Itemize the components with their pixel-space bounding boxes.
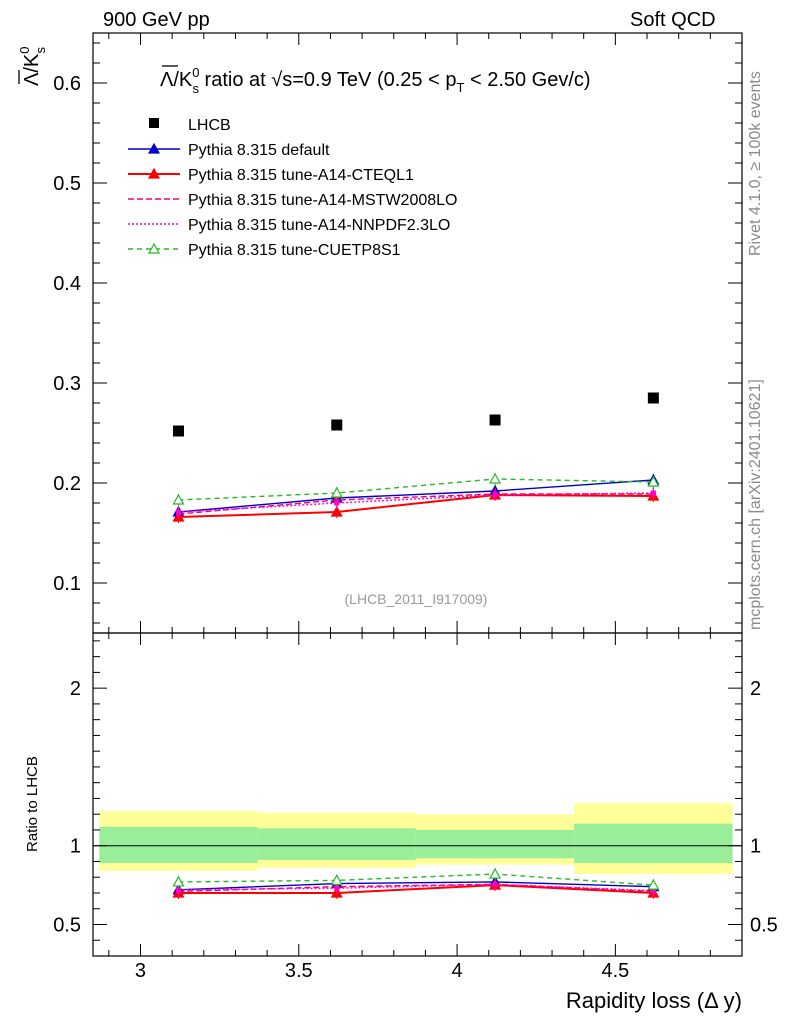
legend-marker-data: [149, 118, 159, 128]
data-points: [172, 392, 659, 437]
y-tick-label-4: 0.5: [53, 173, 81, 195]
legend-marker-0: [147, 142, 161, 154]
ratio-tick-label-right-1: 1: [750, 836, 761, 858]
band-inner-3: [574, 823, 733, 864]
data-point-2: [489, 414, 501, 426]
series-line-3: [178, 492, 654, 513]
ratio-point-3-1: [334, 885, 340, 891]
title-tail: < 2.50 Gev/c): [464, 69, 590, 91]
ratio-tick-label-right-0: 0.5: [750, 914, 778, 936]
title-sup: 0: [192, 65, 199, 80]
series-line-1: [178, 493, 654, 518]
ratio-tick-label-left-0: 0.5: [53, 914, 81, 936]
series-point-3-2: [492, 492, 498, 498]
band-inner-1: [257, 828, 416, 860]
analysis-tag: (LHCB_2011_I917009): [345, 591, 488, 607]
mc-series: [172, 472, 660, 523]
legend-label-data: LHCB: [188, 117, 231, 134]
x-tick-label-2: 4: [452, 960, 463, 982]
axis-ticks: [93, 33, 743, 956]
legend-label-series-3: Pythia 8.315 tune-A14-NNPDF2.3LO: [188, 217, 450, 234]
chart-title: Λ/K0 s ratio at √s=0.9 TeV (0.25 < pT < 2…: [160, 65, 591, 96]
ratio-line-4: [178, 873, 654, 886]
data-point-1: [331, 419, 343, 431]
series-point-4-3: [647, 475, 660, 487]
title-pt-sub: T: [456, 80, 464, 95]
y-tick-label-5: 0.6: [53, 73, 81, 95]
ratio-plot-frame: [92, 632, 743, 957]
legend-label-series-2: Pythia 8.315 tune-A14-MSTW2008LO: [188, 192, 457, 209]
ratio-line-1: [178, 884, 654, 894]
y-tick-label-0: 0.1: [53, 573, 81, 595]
ratio-series: [172, 867, 660, 899]
ratio-line-0: [178, 881, 654, 891]
x-axis-label: Rapidity loss (Δ y): [566, 988, 742, 1013]
series-point-1-1: [330, 505, 343, 517]
ratio-tick-label-right-2: 2: [750, 678, 761, 700]
y-label-main: Λ/K: [21, 53, 43, 86]
band-inner-0: [99, 826, 258, 864]
ratio-point-4-1: [330, 874, 343, 885]
title-sqrt: √: [271, 69, 282, 91]
y-axis-label: Λ/K0s: [17, 47, 48, 87]
ratio-point-3-0: [175, 887, 181, 893]
y-tick-label-1: 0.2: [53, 473, 81, 495]
header-left-label: 900 GeV pp: [103, 9, 210, 31]
ratio-y-axis-label: Ratio to LHCB: [24, 756, 41, 852]
series-point-4-1: [330, 486, 343, 498]
y-label-sup: 0: [17, 47, 32, 54]
ratio-uncertainty-bands: [93, 803, 742, 875]
legend-label-series-4: Pythia 8.315 tune-CUETP8S1: [188, 242, 401, 259]
legend-label-series-1: Pythia 8.315 tune-A14-CTEQL1: [188, 167, 414, 184]
y-tick-label-3: 0.4: [53, 273, 81, 295]
title-energy: s=0.9 TeV (0.25 < p: [282, 69, 456, 91]
series-point-3-1: [334, 500, 340, 506]
legend: LHCB Pythia 8.315 default Pythia 8.315 t…: [128, 117, 457, 259]
x-tick-label-3: 4.5: [601, 960, 629, 982]
ratio-point-4-0: [172, 875, 185, 887]
ratio-point-4-2: [489, 867, 502, 879]
series-point-4-2: [489, 472, 502, 484]
header-right-label: Soft QCD: [630, 9, 716, 31]
ratio-line-2: [178, 883, 654, 893]
x-tick-label-1: 3.5: [285, 960, 313, 982]
y-tick-label-2: 0.3: [53, 373, 81, 395]
series-point-4-0: [172, 493, 185, 505]
series-point-3-3: [650, 490, 656, 496]
series-point-3-0: [175, 509, 181, 515]
data-point-0: [172, 425, 184, 437]
series-line-4: [178, 478, 654, 501]
y-label-sub: s: [33, 47, 48, 54]
series-line-0: [178, 479, 654, 513]
title-ratio: Λ/K: [160, 69, 193, 91]
ratio-point-3-2: [492, 881, 498, 887]
title-mid: ratio at: [199, 69, 271, 91]
legend-marker-1: [147, 167, 161, 179]
axis-tick-labels: 3 3.5 4 4.5 0.1 0.2 0.3 0.4 0.5 0.6 0.5 0.5 1 1 2 2: [53, 73, 778, 982]
ratio-point-4-3: [647, 878, 660, 890]
ratio-tick-label-left-2: 2: [70, 678, 81, 700]
ratio-line-3: [178, 883, 654, 892]
ratio-tick-label-left-1: 1: [70, 836, 81, 858]
band-inner-2: [415, 829, 575, 859]
legend-label-series-0: Pythia 8.315 default: [188, 142, 330, 159]
legend-marker-4: [147, 242, 161, 254]
x-tick-label-0: 3: [135, 960, 146, 982]
data-point-3: [647, 392, 659, 404]
title-sub: s: [193, 81, 200, 96]
